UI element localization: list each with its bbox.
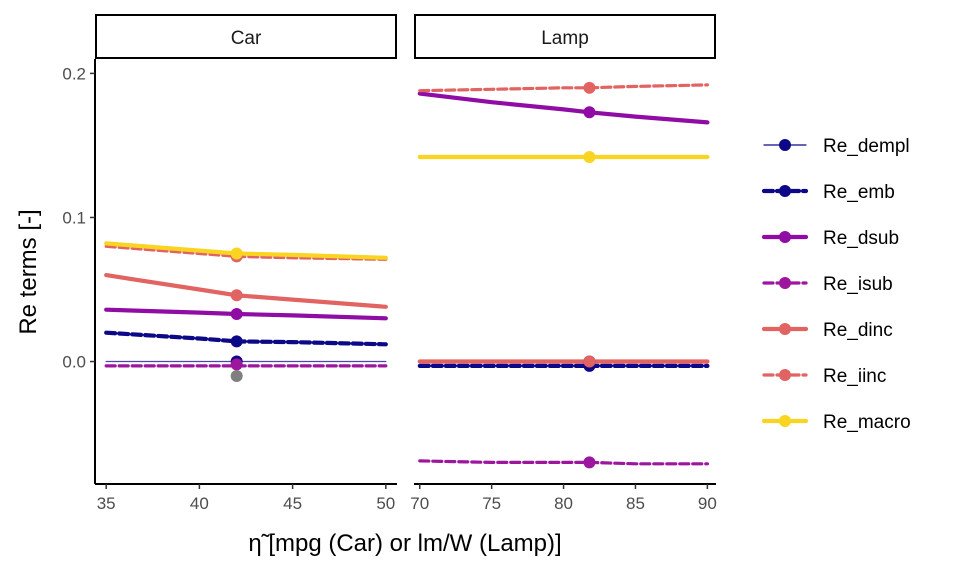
x-tick-label: 80 <box>554 494 573 513</box>
legend: Re_dempl Re_emb Re_dsub Re_isub Re_dinc Re_ii… <box>761 136 911 433</box>
legend-item-Re_isub: Re_isub <box>762 274 893 295</box>
legend-marker <box>779 277 791 289</box>
y-axis-title: Re terms [-] <box>15 209 42 334</box>
legend-item-Re_iinc: Re_iinc <box>762 366 886 387</box>
legend-marker <box>779 139 791 151</box>
series-point-Re_iinc <box>583 81 596 94</box>
legend-marker <box>779 231 791 243</box>
series-point-Re_dsub <box>230 308 243 320</box>
panel-lamp: Lamp 70 75 80 85 90 <box>410 14 717 513</box>
legend-item-Re_dempl: Re_dempl <box>763 136 910 157</box>
series-point-Re_dinc <box>583 355 596 368</box>
legend-label: Re_iinc <box>823 366 886 387</box>
panels-layer: Car 35 40 45 50 Lamp 70 75 80 85 90 <box>95 14 717 513</box>
x-tick-label: 50 <box>376 494 395 513</box>
strip-box <box>414 14 716 59</box>
series-point-Re_isub <box>583 456 596 469</box>
series-line-Re_emb <box>104 330 388 347</box>
x-tick-label: 35 <box>97 494 116 513</box>
legend-label: Re_macro <box>823 412 911 433</box>
x-tick-label: 85 <box>626 494 645 513</box>
x-tick-label: 45 <box>283 494 302 513</box>
legend-label: Re_dinc <box>823 320 893 341</box>
legend-item-Re_macro: Re_macro <box>761 412 911 433</box>
strip-box <box>95 14 397 59</box>
x-tick-label: 40 <box>190 494 209 513</box>
series-line-Re_isub <box>418 459 710 466</box>
series-point-Re_dinc <box>230 289 243 302</box>
legend-label: Re_emb <box>823 182 895 203</box>
panel-car: Car 35 40 45 50 <box>95 14 397 513</box>
series-line-Re_dsub <box>104 307 388 321</box>
legend-marker <box>779 185 791 197</box>
series-point-Re_macro <box>583 150 596 163</box>
legend-marker <box>779 323 791 335</box>
x-tick-label: 70 <box>410 494 429 513</box>
legend-marker <box>779 369 791 381</box>
series-line-Re_iinc <box>418 83 710 93</box>
legend-marker <box>779 415 791 427</box>
x-axis-title: η̃ [mpg (Car) or lm/W (Lamp)] <box>248 530 561 557</box>
y-tick-label: 0.0 <box>62 353 86 372</box>
series-line-Re_dsub <box>417 91 710 125</box>
x-tick-label: 75 <box>482 494 501 513</box>
legend-item-Re_dinc: Re_dinc <box>761 320 893 341</box>
series-point-Re_macro <box>230 247 243 260</box>
extra-point <box>230 369 243 382</box>
legend-label: Re_dsub <box>823 228 899 249</box>
y-axis: 0.0 0.1 0.2 <box>62 59 96 484</box>
series-point-Re_dsub <box>583 106 596 119</box>
y-tick-label: 0.2 <box>62 64 86 83</box>
x-tick-label: 90 <box>698 494 717 513</box>
legend-label: Re_isub <box>823 274 893 295</box>
legend-label: Re_dempl <box>823 136 910 157</box>
series-line-Re_dinc <box>104 273 388 309</box>
strip-label: Car <box>231 28 262 49</box>
series-point-Re_isub <box>230 358 243 371</box>
y-tick-label: 0.1 <box>62 208 86 227</box>
legend-item-Re_emb: Re_emb <box>761 182 895 203</box>
legend-item-Re_dsub: Re_dsub <box>761 228 899 249</box>
strip-label: Lamp <box>541 28 589 49</box>
series-point-Re_emb <box>230 335 243 348</box>
